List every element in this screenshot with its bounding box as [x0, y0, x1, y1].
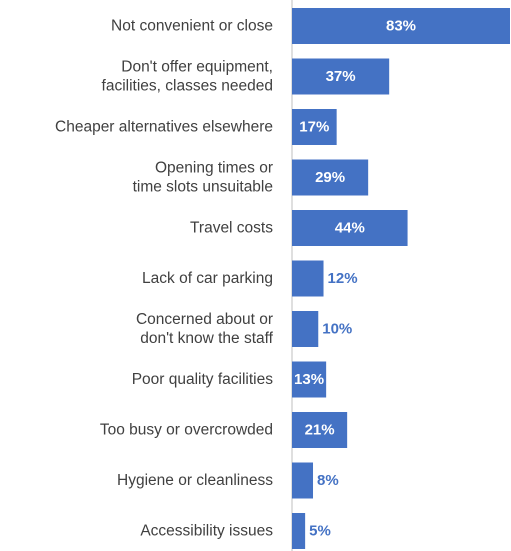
- category-label: Not convenient or close: [111, 18, 273, 35]
- category-label-line: Travel costs: [190, 220, 273, 237]
- category-label-line: facilities, classes needed: [102, 78, 273, 95]
- category-label: Opening times or time slots unsuitable: [133, 160, 273, 196]
- category-label-line: Poor quality facilities: [132, 371, 274, 388]
- category-label: Too busy or overcrowded: [100, 422, 273, 439]
- bar: [292, 159, 369, 196]
- value-label: 17%: [299, 119, 329, 136]
- category-label: Accessibility issues: [140, 523, 273, 540]
- value-label: 12%: [328, 270, 358, 287]
- value-label: 83%: [386, 18, 416, 35]
- category-label-line: Accessibility issues: [140, 523, 273, 540]
- value-label: 10%: [322, 321, 352, 338]
- value-label: 21%: [305, 422, 335, 439]
- value-label: 29%: [315, 169, 345, 186]
- category-label: Hygiene or cleanliness: [117, 472, 273, 489]
- value-labels-group: 83% 37% 17% 29% 44% 12% 10% 13% 21% 8% 5%: [294, 18, 416, 540]
- category-label: Cheaper alternatives elsewhere: [55, 119, 273, 136]
- category-label: Poor quality facilities: [132, 371, 274, 388]
- value-label: 44%: [335, 220, 365, 237]
- category-label-line: Concerned about or: [136, 311, 273, 328]
- category-label-line: time slots unsuitable: [133, 179, 273, 196]
- bar: [292, 260, 324, 297]
- category-label-line: Not convenient or close: [111, 18, 273, 35]
- category-label: Concerned about or don't know the staff: [136, 311, 274, 347]
- value-label: 8%: [317, 472, 339, 489]
- bar: [292, 58, 390, 95]
- category-label-line: Too busy or overcrowded: [100, 422, 273, 439]
- category-label-line: Don't offer equipment,: [121, 59, 273, 76]
- category-labels-group: Not convenient or close Don't offer equip…: [55, 18, 274, 540]
- value-label: 13%: [294, 371, 324, 388]
- value-label: 37%: [326, 68, 356, 85]
- category-label: Don't offer equipment, facilities, classe…: [102, 59, 273, 95]
- bar: [292, 210, 408, 246]
- bar: [292, 311, 319, 347]
- category-label-line: Cheaper alternatives elsewhere: [55, 119, 273, 136]
- bar: [292, 361, 327, 398]
- category-label-line: Opening times or: [155, 160, 273, 177]
- category-label-line: Lack of car parking: [142, 270, 273, 287]
- bar: [292, 109, 337, 145]
- value-label: 5%: [309, 523, 331, 540]
- category-label-line: don't know the staff: [140, 330, 273, 347]
- bar: [292, 462, 314, 499]
- bars-group: [292, 8, 510, 549]
- bar: [292, 412, 348, 448]
- category-label: Travel costs: [190, 220, 273, 237]
- bar: [292, 8, 510, 44]
- bar: [292, 513, 306, 549]
- category-label: Lack of car parking: [142, 270, 273, 287]
- category-label-line: Hygiene or cleanliness: [117, 472, 273, 489]
